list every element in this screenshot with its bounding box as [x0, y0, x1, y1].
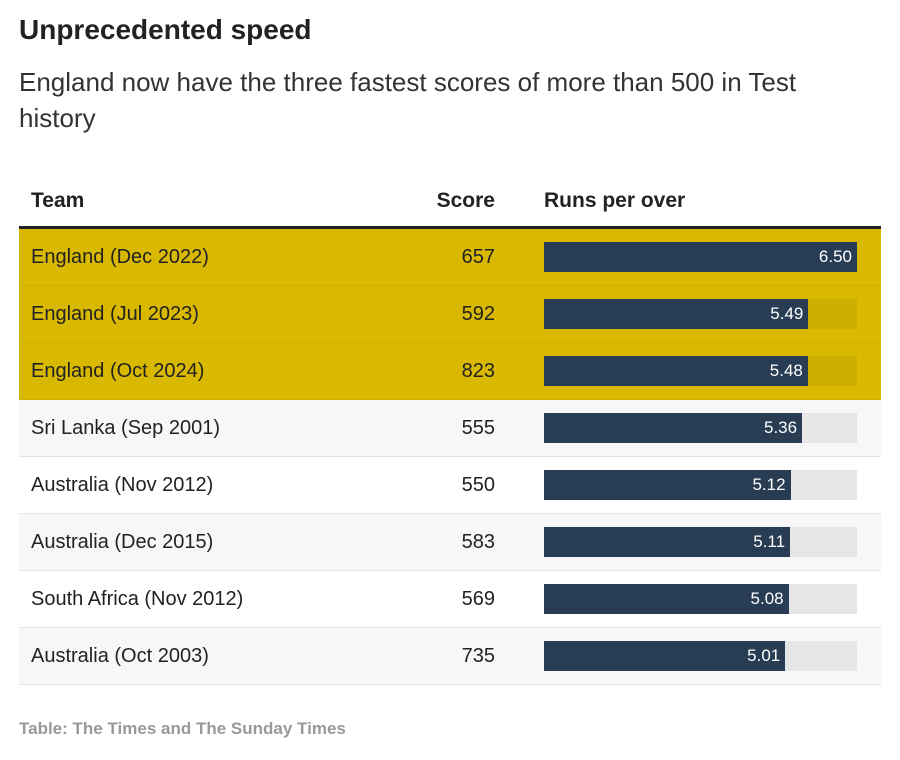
- table-row: England (Dec 2022) 657 6.50: [19, 229, 881, 286]
- bar-fill: 5.12: [544, 470, 791, 500]
- bar-fill: 6.50: [544, 242, 857, 272]
- bar-track: 5.36: [544, 413, 857, 443]
- score-cell: 583: [461, 530, 495, 553]
- bar-track: 5.08: [544, 584, 857, 614]
- table-row: Australia (Nov 2012) 550 5.12: [19, 457, 881, 514]
- bar-track: 5.49: [544, 299, 857, 329]
- bar-fill: 5.01: [544, 641, 786, 671]
- bar-value-label: 5.36: [764, 418, 798, 437]
- runs-per-over-cell: 5.08: [544, 584, 857, 614]
- bar-fill: 5.08: [544, 584, 789, 614]
- score-cell: 555: [461, 416, 495, 439]
- score-cell: 550: [461, 473, 495, 496]
- team-cell: England (Oct 2024): [31, 359, 205, 382]
- runs-per-over-cell: 5.49: [544, 299, 857, 329]
- bar-value-label: 5.49: [770, 304, 804, 323]
- runs-per-over-cell: 5.12: [544, 470, 857, 500]
- runs-per-over-cell: 5.01: [544, 641, 857, 671]
- bar-track: 6.50: [544, 242, 857, 272]
- score-cell: 823: [461, 359, 495, 382]
- bar-fill: 5.48: [544, 356, 808, 386]
- runs-per-over-cell: 5.48: [544, 356, 857, 386]
- bar-fill: 5.49: [544, 299, 809, 329]
- bar-fill: 5.36: [544, 413, 803, 443]
- table-row: South Africa (Nov 2012) 569 5.08: [19, 571, 881, 628]
- bar-value-label: 5.12: [752, 475, 786, 494]
- team-cell: Australia (Nov 2012): [31, 473, 214, 496]
- table-row: Australia (Oct 2003) 735 5.01: [19, 628, 881, 685]
- team-cell: Sri Lanka (Sep 2001): [31, 416, 221, 439]
- score-cell: 657: [461, 245, 495, 268]
- chart-title: Unprecedented speed: [19, 14, 312, 45]
- table-row: England (Jul 2023) 592 5.49: [19, 286, 881, 343]
- data-table: Team Score Runs per over England (Dec 20…: [19, 176, 881, 685]
- bar-value-label: 6.50: [818, 247, 852, 266]
- score-cell: 592: [461, 302, 495, 325]
- team-cell: Australia (Dec 2015): [31, 530, 214, 553]
- bar-track: 5.48: [544, 356, 857, 386]
- team-cell: Australia (Oct 2003): [31, 644, 209, 667]
- runs-per-over-cell: 6.50: [544, 242, 857, 272]
- table-row: Sri Lanka (Sep 2001) 555 5.36: [19, 400, 881, 457]
- header-team: Team: [31, 189, 85, 212]
- table-header: Team Score Runs per over: [19, 176, 881, 229]
- runs-per-over-cell: 5.36: [544, 413, 857, 443]
- header-score: Score: [436, 189, 495, 212]
- team-cell: England (Jul 2023): [31, 302, 199, 325]
- runs-per-over-cell: 5.11: [544, 527, 857, 557]
- bar-track: 5.01: [544, 641, 857, 671]
- table-row: Australia (Dec 2015) 583 5.11: [19, 514, 881, 571]
- bar-value-label: 5.01: [747, 646, 781, 665]
- bar-track: 5.12: [544, 470, 857, 500]
- score-cell: 569: [461, 587, 495, 610]
- table-row: England (Oct 2024) 823 5.48: [19, 343, 881, 400]
- bar-track: 5.11: [544, 527, 857, 557]
- bar-value-label: 5.11: [753, 532, 786, 551]
- chart-subtitle: England now have the three fastest score…: [19, 67, 797, 133]
- team-cell: South Africa (Nov 2012): [31, 587, 244, 610]
- bar-value-label: 5.48: [769, 361, 803, 380]
- score-cell: 735: [461, 644, 495, 667]
- bar-fill: 5.11: [544, 527, 791, 557]
- header-runs-per-over: Runs per over: [544, 189, 686, 212]
- bar-value-label: 5.08: [750, 589, 784, 608]
- source-note: Table: The Times and The Sunday Times: [19, 719, 346, 738]
- team-cell: England (Dec 2022): [31, 245, 209, 268]
